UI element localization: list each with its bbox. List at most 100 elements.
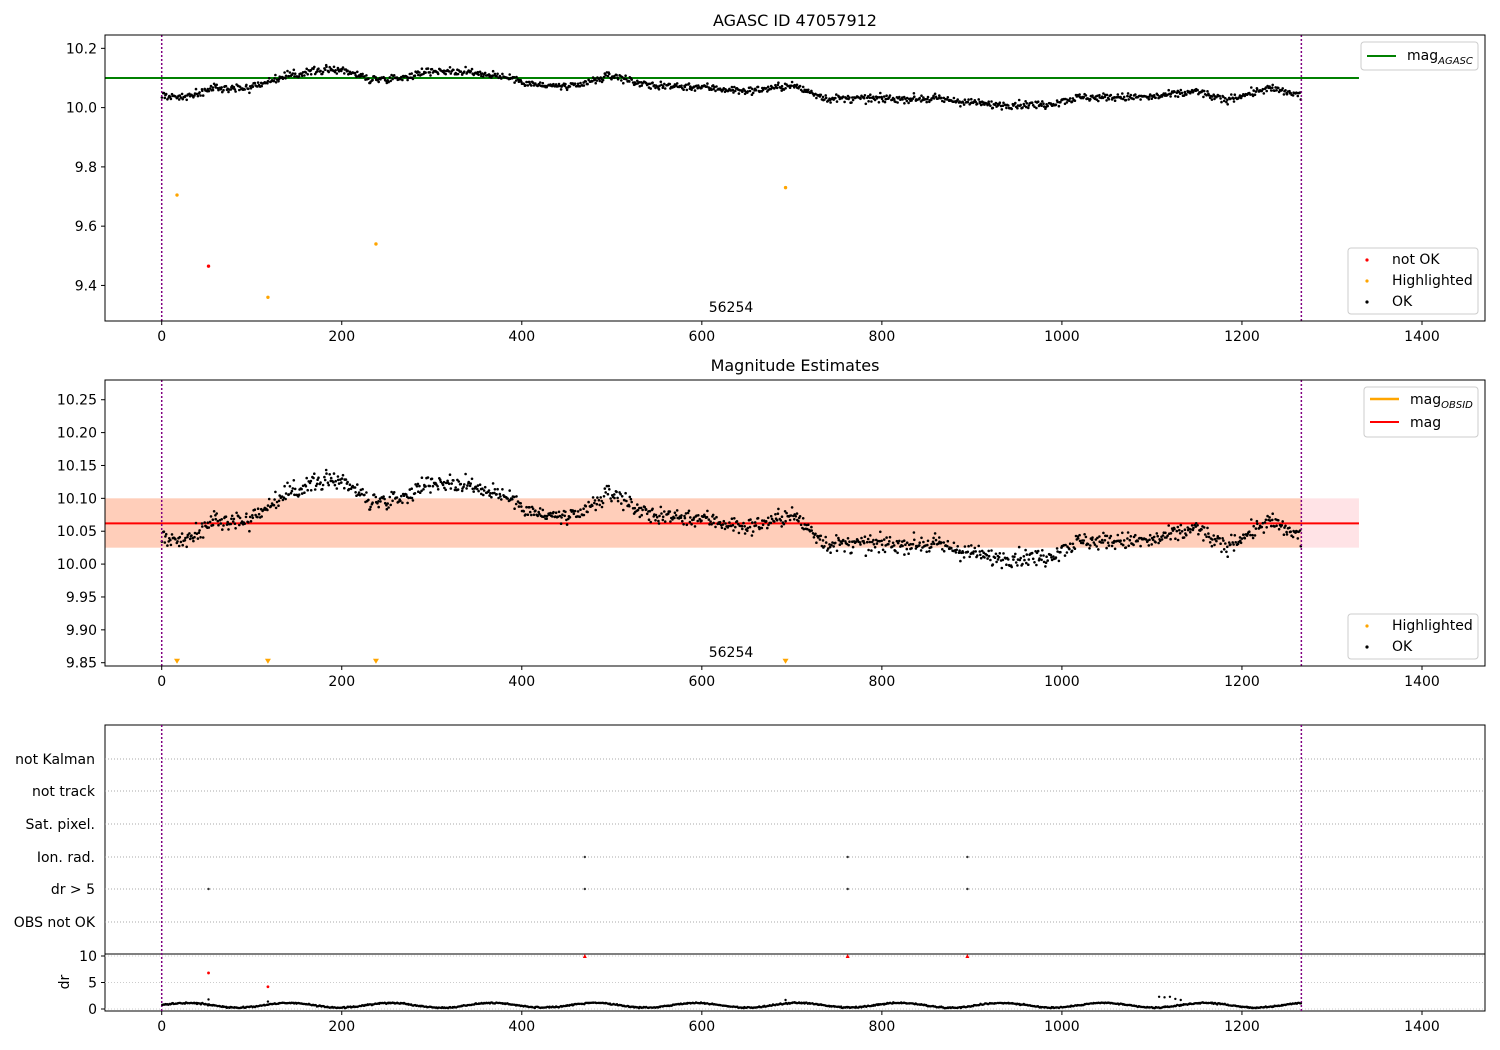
ok-point: [1189, 530, 1192, 534]
ok-point: [1232, 549, 1236, 552]
ok-point: [198, 529, 201, 532]
ok-point: [1296, 537, 1300, 540]
ok-point: [1265, 89, 1268, 93]
ok-point: [162, 91, 166, 95]
ok-point: [1097, 548, 1100, 551]
ok-point: [655, 516, 659, 519]
ok-point: [219, 522, 223, 525]
flag-row-label: Ion. rad.: [37, 850, 95, 866]
ok-point: [573, 509, 577, 513]
ok-point: [164, 535, 167, 538]
ok-point: [619, 492, 622, 496]
legend-frame: [1360, 41, 1479, 71]
panel1-annotation-obsid: 56254: [709, 300, 754, 316]
dr-ok-point: [1163, 996, 1166, 999]
ok-point: [770, 517, 774, 521]
ok-point: [1107, 544, 1111, 547]
ok-point: [598, 503, 601, 507]
ok-point: [926, 539, 930, 543]
ok-point: [556, 84, 560, 88]
ok-point: [683, 514, 686, 518]
ok-point: [639, 506, 643, 510]
legend-label-main: mag: [1407, 48, 1438, 64]
ok-point: [1147, 544, 1151, 547]
ok-point: [643, 505, 647, 509]
ok-point: [459, 70, 463, 73]
ok-point: [869, 93, 872, 96]
legend-label-main: mag: [1410, 392, 1441, 408]
ok-point: [687, 82, 691, 85]
ok-point: [1189, 528, 1192, 531]
ok-point: [346, 480, 349, 484]
ok-point: [613, 76, 616, 80]
ok-point: [872, 538, 875, 542]
ok-point: [199, 94, 202, 97]
ok-point: [795, 512, 799, 515]
ok-point: [657, 519, 660, 523]
ok-point: [867, 100, 870, 103]
ok-point: [353, 71, 357, 75]
ok-point: [178, 94, 182, 97]
ok-point: [843, 550, 846, 553]
ok-point: [907, 552, 910, 555]
flag-point: [966, 887, 969, 891]
ok-point: [415, 485, 419, 488]
ok-point: [304, 484, 308, 488]
ok-point: [267, 77, 271, 80]
ok-point: [1182, 94, 1186, 97]
ok-point: [657, 522, 661, 525]
ok-point: [1134, 533, 1137, 537]
ok-point: [288, 485, 292, 488]
ok-point: [799, 523, 803, 527]
ok-point: [872, 543, 876, 546]
ok-point: [620, 502, 623, 505]
ok-point: [233, 88, 237, 91]
ok-point: [754, 524, 758, 527]
ok-point: [1150, 543, 1153, 546]
ok-point: [1092, 541, 1096, 544]
ok-point: [1262, 92, 1266, 95]
ok-point: [1027, 104, 1031, 107]
ok-point: [300, 492, 304, 495]
ok-point: [1271, 512, 1274, 515]
panel2-legend-lower: Highlighted OK: [1347, 613, 1479, 660]
ok-point: [1178, 528, 1181, 532]
ok-point: [530, 84, 533, 87]
ok-point: [1126, 92, 1130, 95]
ok-point: [741, 527, 744, 531]
ok-point: [1280, 524, 1284, 527]
ok-point: [620, 75, 624, 79]
ok-point: [470, 477, 474, 481]
ok-point: [905, 99, 909, 103]
ok-point: [1176, 95, 1180, 98]
ok-point: [490, 495, 493, 499]
ok-point: [819, 534, 823, 538]
ok-point: [1093, 543, 1097, 546]
ok-point: [870, 100, 873, 103]
ok-point: [657, 88, 661, 91]
ok-point: [1084, 94, 1088, 97]
ok-point: [1044, 565, 1047, 568]
ok-point: [587, 78, 590, 81]
ok-point: [1281, 87, 1284, 90]
ok-point: [904, 543, 907, 546]
ok-point: [613, 496, 616, 500]
ok-point: [369, 505, 372, 509]
ok-point: [926, 543, 929, 547]
ok-point: [304, 71, 308, 74]
ok-point: [1252, 524, 1255, 528]
ok-point: [896, 101, 899, 104]
ok-point: [493, 488, 497, 491]
ok-point: [877, 551, 881, 554]
ok-point: [946, 544, 949, 548]
ok-point: [193, 535, 196, 539]
ok-point: [556, 515, 560, 518]
ok-point: [500, 498, 503, 501]
ok-point: [864, 554, 868, 557]
ok-point: [401, 78, 404, 82]
ok-point: [994, 552, 998, 556]
panel-agasc-magnitude: AGASC ID 47057912 56254 0 200 400 600 800 100…: [66, 11, 1486, 345]
ok-point: [1273, 89, 1276, 92]
ok-point: [761, 88, 765, 92]
ok-point: [1068, 97, 1072, 100]
